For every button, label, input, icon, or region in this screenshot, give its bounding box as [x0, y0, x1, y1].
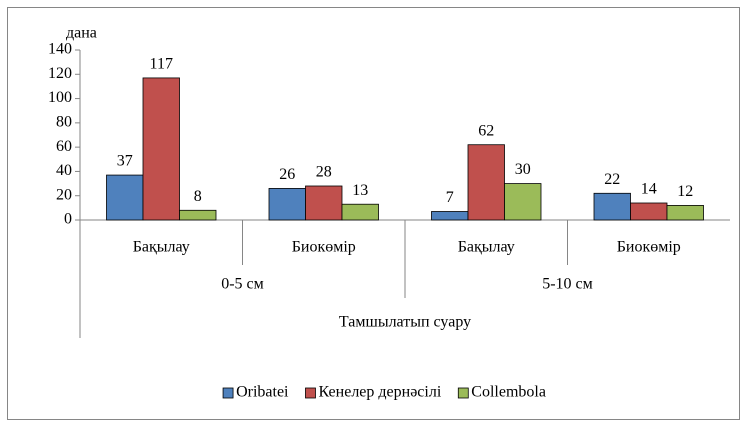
y-tick-label: 60: [56, 138, 72, 155]
value-label: 22: [604, 171, 620, 188]
bar: [341, 203, 379, 221]
value-label: 13: [352, 182, 368, 199]
x-tick-label: Бақылау: [133, 239, 190, 256]
x-tick-label: Биокөмір: [292, 239, 356, 256]
bar: [467, 144, 505, 221]
legend-label: Oribatei: [236, 384, 289, 401]
legend-label: Кенелер дернәсілі: [318, 384, 441, 401]
value-label: 14: [641, 181, 657, 198]
value-label: 37: [117, 153, 133, 170]
bar: [431, 211, 469, 221]
y-tick-label: 0: [64, 211, 72, 228]
value-label: 8: [194, 188, 202, 205]
supergroup-label: Тамшылатып суару: [339, 314, 471, 331]
value-label: 28: [316, 164, 332, 181]
value-label: 62: [478, 122, 494, 139]
x-tick-label: Биокөмір: [617, 239, 681, 256]
y-tick-label: 140: [48, 41, 72, 58]
bar: [268, 188, 306, 221]
x-tick-label: Бақылау: [458, 239, 515, 256]
y-tick-label: 20: [56, 186, 72, 203]
bar: [305, 185, 343, 221]
bar: [630, 202, 668, 221]
bar: [106, 174, 144, 221]
legend-label: Collembola: [471, 384, 546, 401]
y-axis-label: дана: [66, 25, 97, 42]
bar: [504, 183, 542, 221]
value-label: 26: [279, 166, 295, 183]
legend-swatch: [222, 387, 234, 399]
value-label: 117: [150, 56, 173, 73]
y-tick-label: 40: [56, 162, 72, 179]
chart-border: [7, 7, 740, 420]
bar: [593, 192, 631, 221]
bar: [666, 205, 704, 221]
value-label: 12: [677, 183, 693, 200]
legend-swatch: [457, 387, 469, 399]
value-label: 7: [446, 189, 454, 206]
value-label: 30: [515, 161, 531, 178]
y-tick-label: 80: [56, 114, 72, 131]
group-label: 5-10 см: [542, 276, 593, 293]
bar: [142, 77, 180, 221]
bar: [179, 209, 217, 221]
group-label: 0-5 см: [221, 276, 264, 293]
legend-swatch: [305, 387, 316, 399]
y-tick-label: 100: [48, 89, 72, 106]
y-tick-label: 120: [48, 65, 72, 82]
